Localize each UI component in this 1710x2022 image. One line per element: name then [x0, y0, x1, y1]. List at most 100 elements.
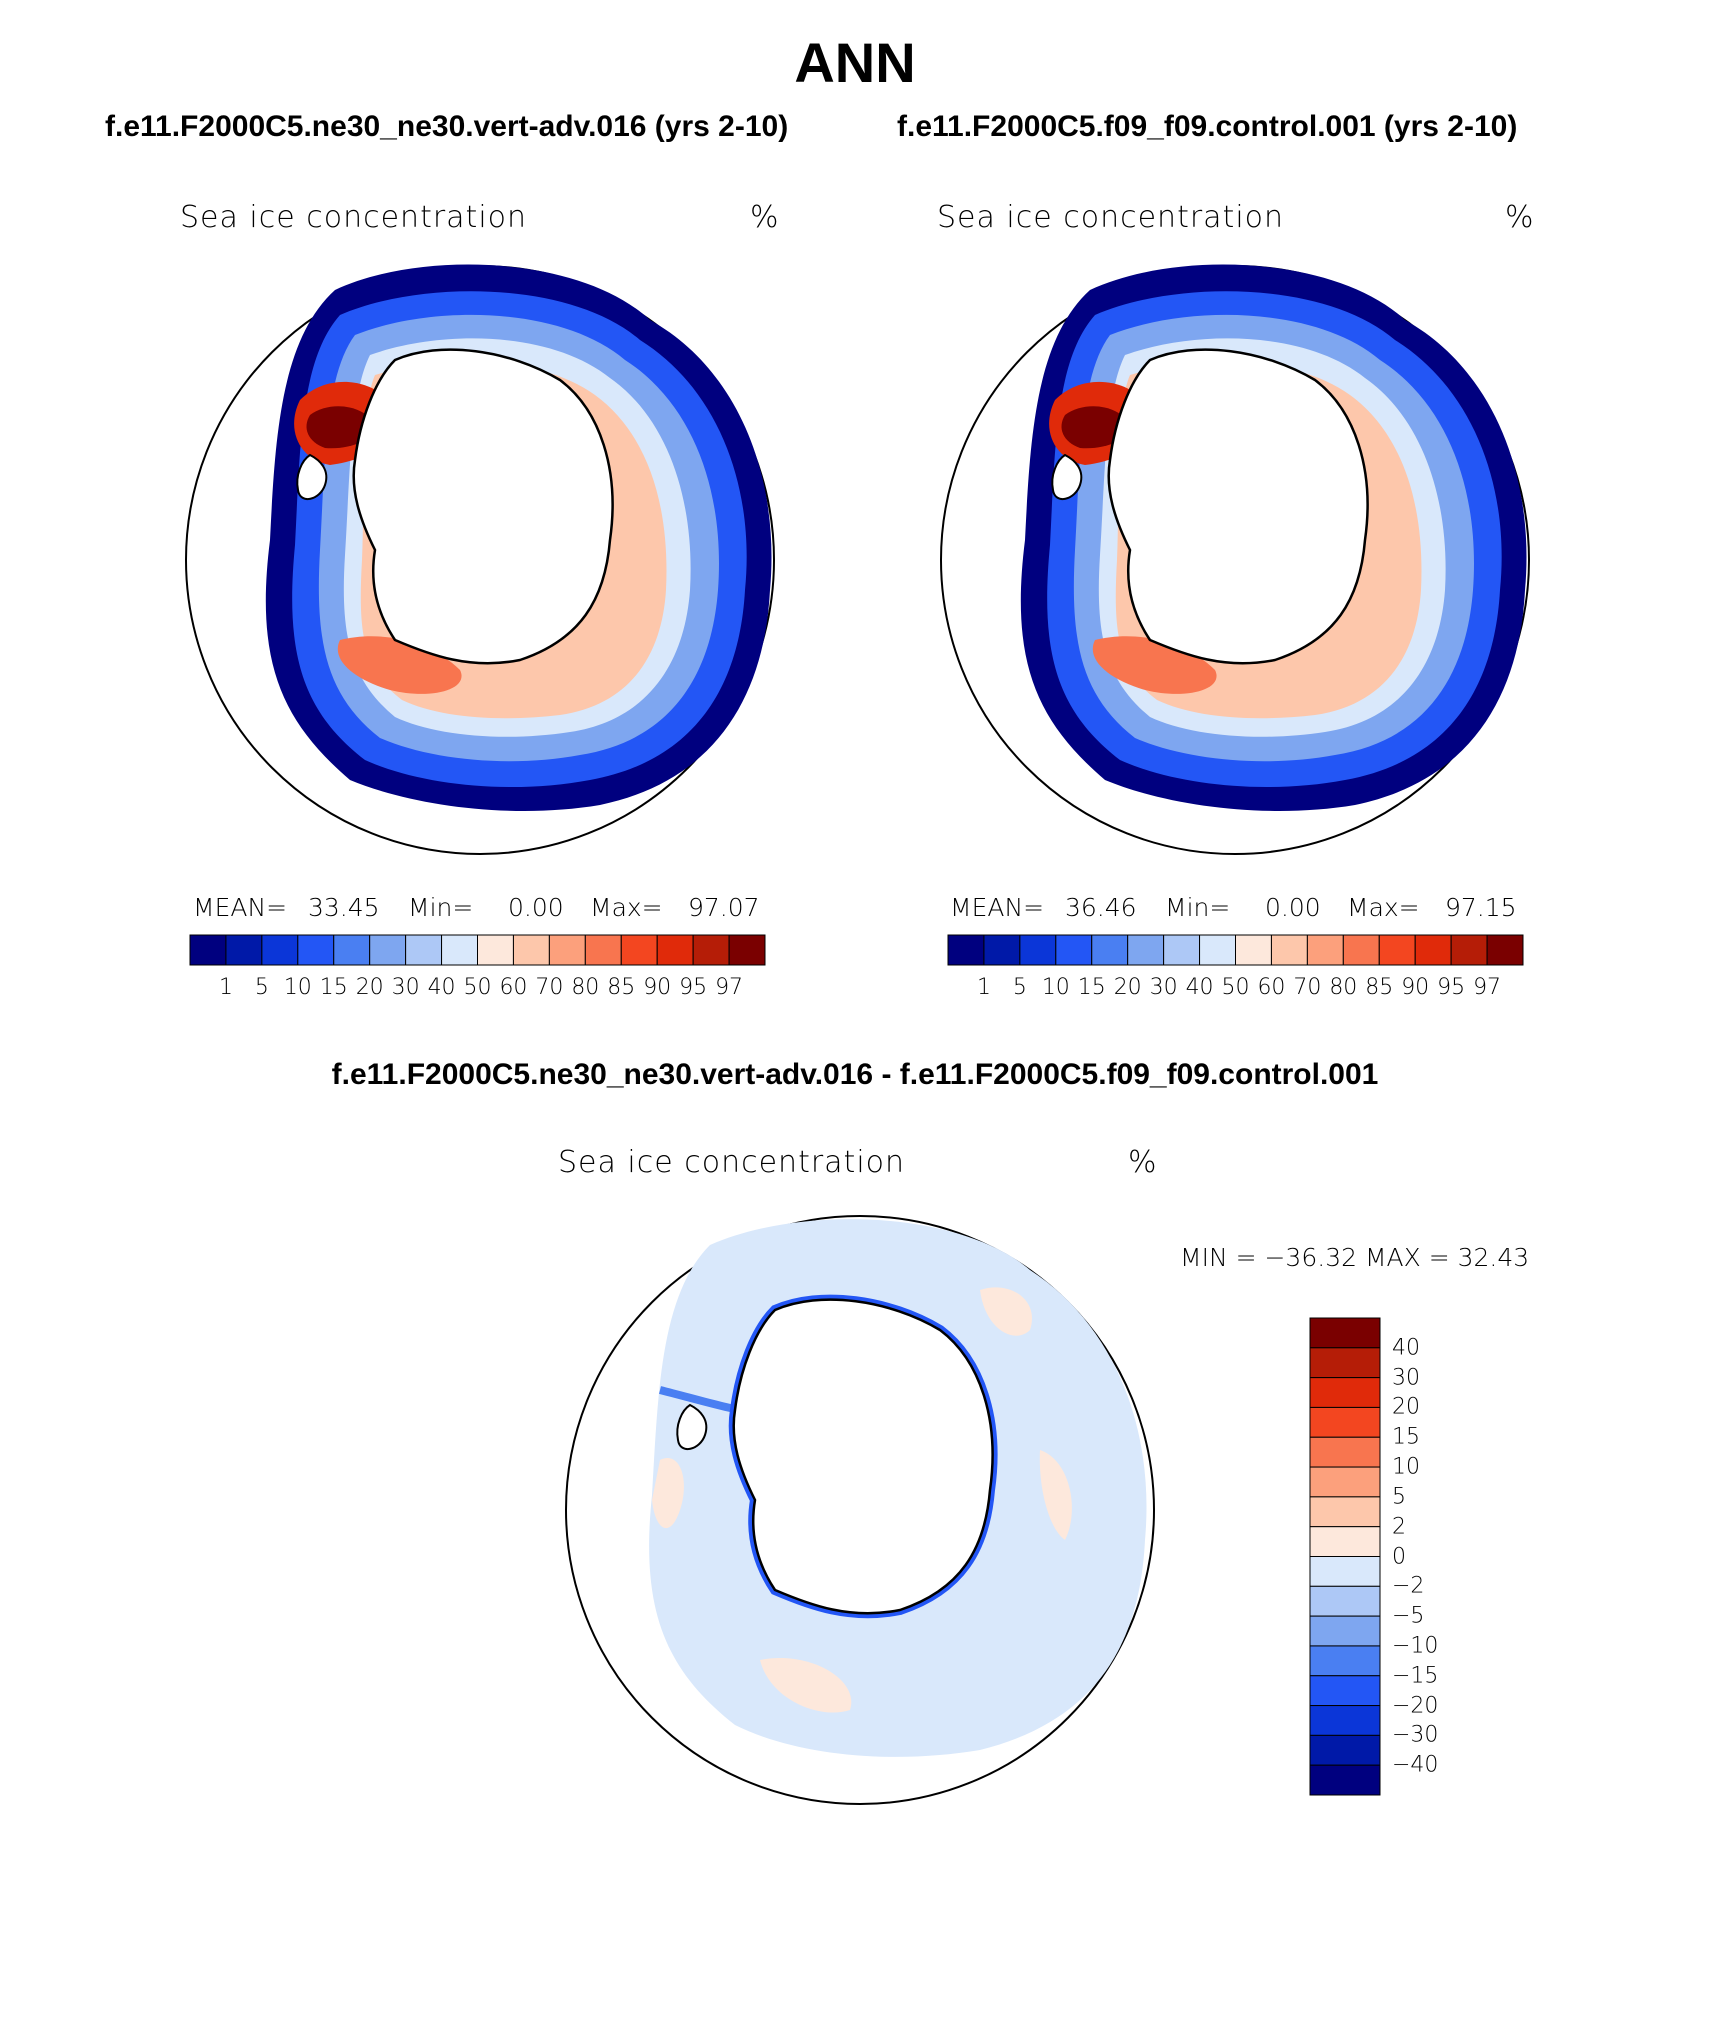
colorbar-swatch: [369, 934, 407, 966]
antarctic-peninsula: [296, 453, 328, 500]
colorbar-tick-label: 30: [1149, 975, 1178, 1000]
colorbar-tick-label: 85: [1365, 975, 1394, 1000]
case1-min-value: 0.00: [508, 893, 564, 922]
case2-min-label: Min=: [1165, 893, 1231, 922]
antarctica-continent: [732, 1298, 994, 1615]
antarctica-continent: [352, 348, 614, 665]
case2-max-label: Max=: [1347, 893, 1420, 922]
colorbar-tick-label: −5: [1392, 1603, 1425, 1629]
colorbar-tick-label: 10: [283, 975, 312, 1000]
colorbar-swatch: [1309, 1496, 1381, 1528]
colorbar-swatch: [1091, 934, 1129, 966]
case1-colorbar-labels: 1 5 10 15 20 30 40 50 60 70 80 85 90 95 97: [190, 975, 765, 1005]
case2-polar-map: [940, 264, 1530, 855]
colorbar-swatch: [1055, 934, 1093, 966]
antarctic-peninsula: [676, 1403, 708, 1450]
colorbar-swatch: [1235, 934, 1272, 966]
case2-units: %: [1505, 200, 1535, 235]
colorbar-tick-label: −20: [1392, 1693, 1439, 1719]
colorbar-swatch: [1414, 934, 1452, 966]
case1-polar-map: [185, 264, 775, 855]
case1-max-label: Max=: [590, 893, 663, 922]
case1-max-value: 97.07: [688, 893, 760, 922]
colorbar-swatch: [1019, 934, 1057, 966]
colorbar-tick-label: 2: [1392, 1514, 1406, 1540]
case2-colorbar-labels: 1 5 10 15 20 30 40 50 60 70 80 85 90 95 97: [948, 975, 1523, 1005]
colorbar-swatch: [620, 934, 658, 966]
colorbar-tick-label: 90: [1401, 975, 1430, 1000]
antarctic-peninsula: [1051, 453, 1083, 500]
colorbar-tick-label: 10: [1392, 1454, 1420, 1480]
main-title: ANN: [794, 31, 916, 94]
colorbar-tick-label: 50: [463, 975, 492, 1000]
colorbar-swatch: [1309, 1556, 1381, 1587]
case1-min-label: Min=: [408, 893, 474, 922]
colorbar-tick-label: 5: [1012, 975, 1027, 1000]
colorbar-tick-label: 40: [1392, 1335, 1420, 1361]
colorbar-swatch: [1309, 1347, 1381, 1379]
case1-mean-label: MEAN=: [193, 893, 288, 922]
colorbar-tick-label: −30: [1392, 1722, 1439, 1748]
colorbar-tick-label: 70: [1293, 975, 1322, 1000]
colorbar-tick-label: 15: [1392, 1424, 1420, 1450]
colorbar-swatch: [1309, 1377, 1381, 1408]
colorbar-tick-label: 97: [1473, 975, 1502, 1000]
case2-colorbar: [947, 934, 1524, 966]
colorbar-tick-label: 20: [1113, 975, 1142, 1000]
colorbar-tick-label: 95: [679, 975, 708, 1000]
colorbar-tick-label: 5: [1392, 1484, 1406, 1510]
colorbar-swatch: [297, 934, 335, 966]
case2-title: f.e11.F2000C5.f09_f09.control.001 (yrs 2…: [897, 110, 1518, 143]
difference-title: f.e11.F2000C5.ne30_ne30.vert-adv.016 - f…: [331, 1058, 1379, 1091]
colorbar-swatch: [1306, 934, 1344, 966]
colorbar-swatch: [1342, 934, 1380, 966]
case2-mean-value: 36.46: [1065, 893, 1137, 922]
difference-polar-map: [565, 1215, 1155, 1805]
colorbar-swatch: [1309, 1764, 1381, 1796]
colorbar-tick-label: 15: [1077, 975, 1106, 1000]
colorbar-tick-label: −15: [1392, 1663, 1439, 1689]
colorbar-swatch: [1309, 1436, 1381, 1468]
colorbar-tick-label: 0: [1392, 1544, 1406, 1569]
colorbar-swatch: [1309, 1526, 1381, 1557]
case1-mean-value: 33.45: [308, 893, 380, 922]
case1-colorbar: [189, 934, 766, 966]
colorbar-tick-label: 80: [1329, 975, 1358, 1000]
colorbar-swatch: [1163, 934, 1201, 966]
colorbar-tick-label: −2: [1392, 1573, 1425, 1599]
colorbar-tick-label: 85: [607, 975, 636, 1000]
colorbar-swatch: [405, 934, 443, 966]
colorbar-swatch: [1309, 1645, 1381, 1677]
colorbar-swatch: [1270, 934, 1308, 966]
case2-min-value: 0.00: [1265, 893, 1321, 922]
diff-min-max: MIN = −36.32 MAX = 32.43: [1180, 1243, 1530, 1272]
colorbar-swatch: [1450, 934, 1488, 966]
colorbar-swatch: [1309, 1466, 1381, 1498]
colorbar-swatch: [1309, 1675, 1381, 1707]
case2-max-value: 97.15: [1445, 893, 1517, 922]
case2-variable-label: Sea ice concentration: [937, 200, 1285, 235]
colorbar-swatch: [1378, 934, 1416, 966]
colorbar-tick-label: 5: [254, 975, 269, 1000]
case1-units: %: [750, 200, 780, 235]
colorbar-swatch: [947, 934, 985, 966]
colorbar-swatch: [333, 934, 371, 966]
colorbar-tick-label: 40: [427, 975, 456, 1000]
colorbar-tick-label: 40: [1185, 975, 1214, 1000]
colorbar-swatch: [548, 934, 586, 966]
diff-units: %: [1128, 1145, 1158, 1180]
colorbar-swatch: [1486, 934, 1524, 966]
antarctica-continent: [1107, 348, 1369, 665]
diff-variable-label: Sea ice concentration: [558, 1145, 906, 1180]
colorbar-swatch: [584, 934, 622, 966]
colorbar-swatch: [692, 934, 730, 966]
colorbar-tick-label: 90: [643, 975, 672, 1000]
case1-variable-label: Sea ice concentration: [180, 200, 528, 235]
colorbar-swatch: [225, 934, 263, 966]
colorbar-swatch: [189, 934, 227, 966]
colorbar-swatch: [441, 934, 478, 966]
colorbar-swatch: [1309, 1615, 1381, 1647]
case2-mean-label: MEAN=: [950, 893, 1045, 922]
colorbar-tick-label: 97: [715, 975, 744, 1000]
colorbar-tick-label: 50: [1221, 975, 1250, 1000]
